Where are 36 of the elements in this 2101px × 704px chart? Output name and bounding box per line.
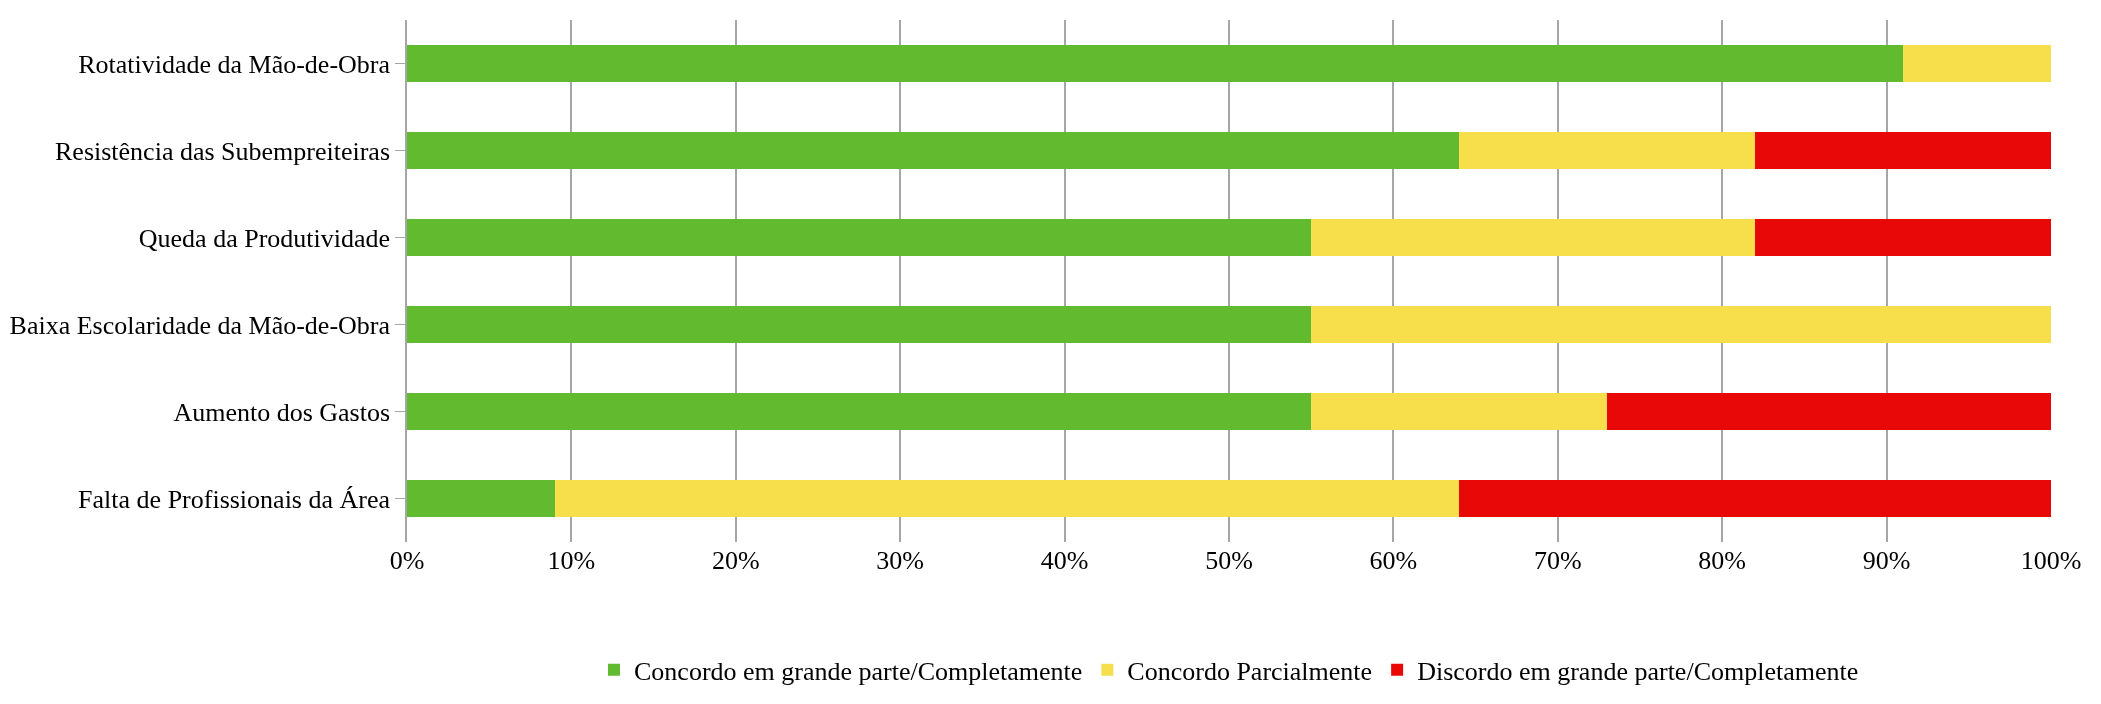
y-tick-label: Resistência das Subempreiteiras [55, 136, 391, 166]
bar [1311, 306, 2051, 343]
bar [1607, 393, 2051, 430]
x-tick-label: 20% [711, 546, 760, 575]
bar [1459, 132, 1756, 169]
legend-label: Concordo Parcialmente [1127, 656, 1373, 686]
x-tick-label: 70% [1533, 546, 1582, 575]
bar [407, 480, 555, 517]
bar [407, 45, 1904, 82]
bar [407, 219, 1312, 256]
x-tick-label: 60% [1369, 546, 1418, 575]
bar [554, 480, 1460, 517]
bar [1459, 480, 2051, 517]
y-tick-label: Aumento dos Gastos [173, 397, 391, 427]
x-tick-label: 40% [1040, 546, 1089, 575]
legend-label: Discordo em grande parte/Completamente [1417, 656, 1859, 686]
y-tick-label: Rotatividade da Mão-de-Obra [78, 49, 391, 79]
legend-label: Concordo em grande parte/Completamente [634, 656, 1083, 686]
bar [407, 393, 1312, 430]
bar [1311, 393, 1608, 430]
bar [1755, 132, 2051, 169]
y-tick-label: Falta de Profissionais da Área [78, 484, 391, 514]
bar [407, 132, 1460, 169]
x-tick-label: 0% [389, 546, 425, 575]
x-tick-label: 90% [1862, 546, 1911, 575]
bar [1755, 219, 2051, 256]
x-tick-label: 10% [547, 546, 596, 575]
bar [1903, 45, 2051, 82]
y-tick-label: Queda da Produtividade [138, 223, 391, 253]
x-tick-label: 50% [1205, 546, 1253, 575]
y-tick-label: Baixa Escolaridade da Mão-de-Obra [9, 310, 391, 340]
bar [407, 306, 1312, 343]
x-tick-label: 30% [876, 546, 925, 575]
bar [1311, 219, 1756, 256]
x-tick-label: 100% [2020, 546, 2082, 575]
x-tick-label: 80% [1698, 546, 1747, 575]
